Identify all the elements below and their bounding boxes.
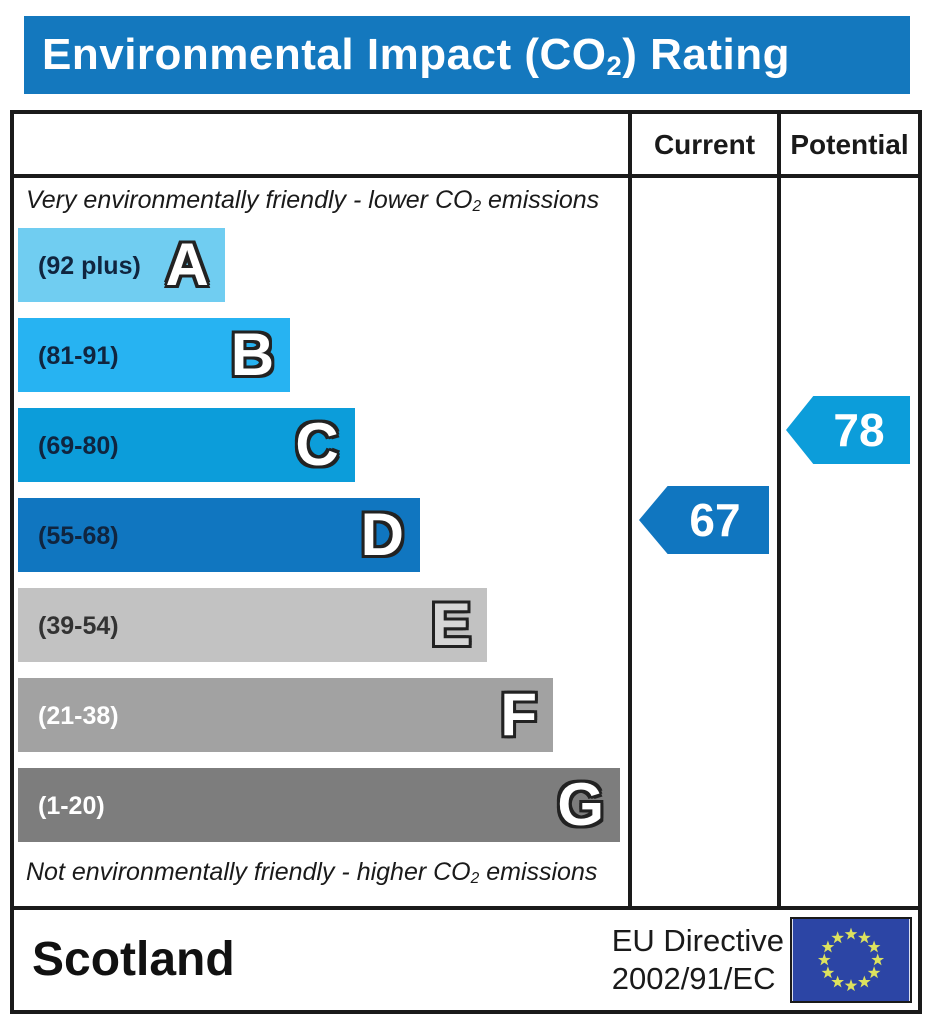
band-letter: F: [500, 681, 537, 748]
potential-rating-arrow: 78: [786, 396, 910, 464]
band-row: (21-38) F: [18, 678, 553, 752]
title-banner: Environmental Impact (CO2) Rating: [24, 16, 910, 94]
bands: (92 plus) A (81-91) B (69-80) C (55-68) …: [18, 228, 628, 842]
band-row: (39-54) E: [18, 588, 488, 662]
co2-subscript: 2: [470, 870, 480, 888]
current-rating-arrow: 67: [639, 486, 769, 554]
rating-table: Current Potential Very environmentally f…: [10, 110, 922, 910]
band-letter: G: [557, 771, 605, 838]
eu-flag: [790, 917, 912, 1003]
band-letter: A: [165, 231, 209, 298]
current-rating-value: 67: [689, 494, 741, 546]
band-range-label: (1-20): [38, 792, 105, 820]
band-row: (55-68) D: [18, 498, 420, 572]
region-label: Scotland: [32, 933, 235, 986]
band-row: (1-20) G: [18, 768, 621, 842]
band-range-label: (55-68): [38, 522, 119, 550]
band-letter: D: [360, 501, 404, 568]
band-row: (92 plus) A: [18, 228, 225, 302]
band-range-label: (92 plus): [38, 252, 141, 280]
page-title: Environmental Impact (CO2) Rating: [42, 30, 790, 81]
eu-directive-text: EU Directive 2002/91/EC: [612, 922, 784, 998]
band-letter: B: [230, 321, 275, 388]
column-divider-potential: [777, 114, 781, 906]
eu-directive-line1: EU Directive: [611, 923, 784, 958]
band-row: (69-80) C: [18, 408, 355, 482]
top-note: Very environmentally friendly - lower CO…: [26, 186, 600, 216]
co2-subscript: 2: [472, 198, 482, 216]
column-divider-current: [628, 114, 632, 906]
band-row: (81-91) B: [18, 318, 291, 392]
band-range-label: (21-38): [38, 702, 119, 730]
band-letter: E: [431, 591, 472, 658]
bottom-note: Not environmentally friendly - higher CO…: [26, 858, 598, 888]
band-range-label: (69-80): [38, 432, 119, 460]
current-column-header: Current: [653, 129, 756, 160]
potential-column-header: Potential: [790, 129, 909, 160]
potential-rating-value: 78: [833, 404, 885, 456]
band-range-label: (81-91): [38, 342, 119, 370]
band-range-label: (39-54): [38, 612, 119, 640]
footer: Scotland EU Directive 2002/91/EC: [10, 906, 922, 1014]
co2-subscript: 2: [606, 50, 623, 81]
header-divider: [14, 174, 918, 178]
eu-directive-line2: 2002/91/EC: [611, 961, 776, 996]
band-letter: C: [295, 411, 339, 478]
